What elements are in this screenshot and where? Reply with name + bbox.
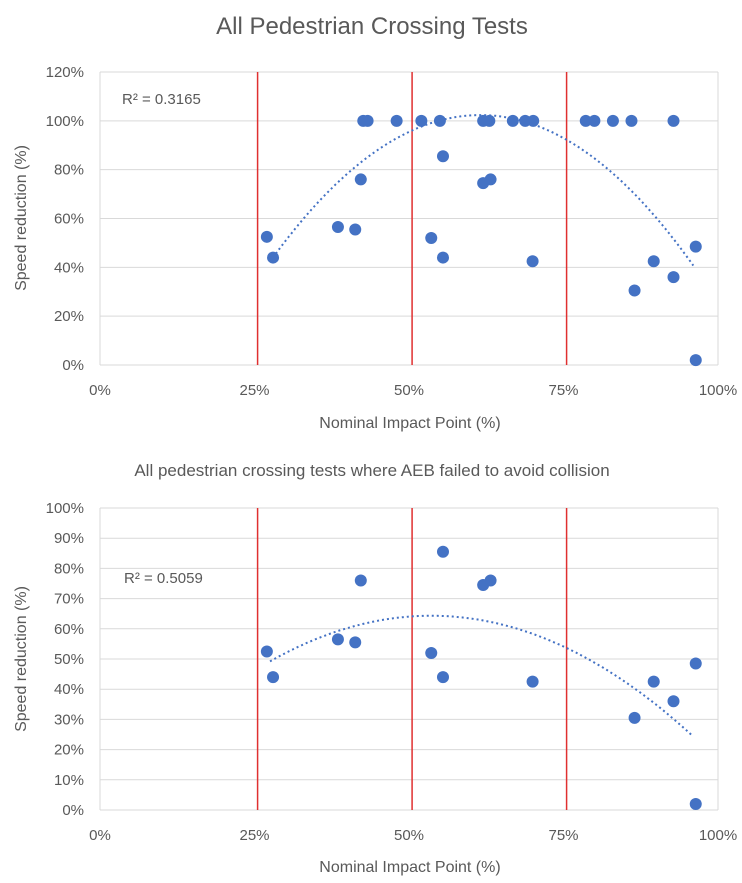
data-point bbox=[436, 545, 449, 558]
data-point bbox=[390, 114, 403, 127]
chart-title: All pedestrian crossing tests where AEB … bbox=[134, 461, 609, 480]
y-tick-label: 40% bbox=[54, 681, 84, 698]
data-point bbox=[667, 271, 680, 284]
x-axis-label: Nominal Impact Point (%) bbox=[319, 859, 500, 876]
y-tick-label: 90% bbox=[54, 530, 84, 547]
data-point bbox=[625, 114, 638, 127]
data-point bbox=[506, 114, 519, 127]
data-point bbox=[526, 675, 539, 688]
data-point bbox=[588, 114, 601, 127]
y-tick-label: 60% bbox=[54, 211, 84, 228]
data-point bbox=[267, 251, 280, 264]
trendline bbox=[269, 614, 694, 738]
data-point bbox=[484, 574, 497, 587]
data-point bbox=[425, 232, 438, 245]
data-point bbox=[689, 240, 702, 253]
x-tick-label: 25% bbox=[239, 382, 269, 399]
data-point bbox=[527, 114, 540, 127]
data-point bbox=[415, 114, 428, 127]
data-point bbox=[667, 114, 680, 127]
y-tick-label: 20% bbox=[54, 308, 84, 325]
x-tick-label: 100% bbox=[699, 827, 737, 844]
data-point bbox=[436, 251, 449, 264]
x-tick-label: 0% bbox=[89, 382, 111, 399]
y-axis-label: Speed reduction (%) bbox=[13, 586, 30, 732]
data-point bbox=[483, 114, 496, 127]
y-tick-label: 80% bbox=[54, 560, 84, 577]
data-point bbox=[647, 255, 660, 268]
x-tick-label: 0% bbox=[89, 827, 111, 844]
data-point bbox=[628, 284, 641, 297]
x-axis-label: Nominal Impact Point (%) bbox=[319, 415, 500, 432]
data-point bbox=[689, 657, 702, 670]
data-point bbox=[267, 671, 280, 684]
data-point bbox=[349, 223, 362, 236]
x-tick-label: 75% bbox=[548, 382, 578, 399]
data-point bbox=[354, 173, 367, 186]
chart-2: All pedestrian crossing tests where AEB … bbox=[13, 461, 737, 876]
y-tick-label: 30% bbox=[54, 711, 84, 728]
y-tick-label: 40% bbox=[54, 259, 84, 276]
data-point bbox=[260, 645, 273, 658]
data-point bbox=[606, 114, 619, 127]
data-point bbox=[331, 633, 344, 646]
chart-1: All Pedestrian Crossing Tests 0% 20% 40% 60%… bbox=[13, 13, 737, 432]
y-tick-label: 60% bbox=[54, 621, 84, 638]
x-tick-label: 100% bbox=[699, 382, 737, 399]
y-tick-label: 70% bbox=[54, 591, 84, 608]
x-tick-label: 75% bbox=[548, 827, 578, 844]
data-point bbox=[628, 711, 641, 724]
data-point bbox=[425, 646, 438, 659]
data-point bbox=[354, 574, 367, 587]
r-squared-label: R² = 0.5059 bbox=[124, 570, 203, 587]
x-tick-label: 50% bbox=[394, 382, 424, 399]
data-point bbox=[331, 221, 344, 234]
data-point bbox=[436, 150, 449, 163]
y-tick-label: 0% bbox=[62, 802, 84, 819]
data-point bbox=[579, 114, 592, 127]
y-tick-label: 100% bbox=[46, 113, 84, 130]
x-tick-label: 25% bbox=[239, 827, 269, 844]
data-point bbox=[361, 114, 374, 127]
data-point bbox=[433, 114, 446, 127]
y-tick-label: 20% bbox=[54, 742, 84, 759]
data-point bbox=[647, 675, 660, 688]
x-tick-label: 50% bbox=[394, 827, 424, 844]
data-point bbox=[667, 695, 680, 708]
y-tick-label: 120% bbox=[46, 64, 84, 81]
data-point bbox=[349, 636, 362, 649]
chart-title: All Pedestrian Crossing Tests bbox=[216, 13, 528, 40]
data-point bbox=[260, 230, 273, 243]
data-point bbox=[689, 354, 702, 367]
y-tick-label: 50% bbox=[54, 651, 84, 668]
y-tick-label: 80% bbox=[54, 162, 84, 179]
r-squared-label: R² = 0.3165 bbox=[122, 91, 201, 108]
y-tick-label: 10% bbox=[54, 772, 84, 789]
data-point bbox=[526, 255, 539, 268]
data-point bbox=[484, 173, 497, 186]
data-point bbox=[689, 797, 702, 810]
data-point bbox=[436, 671, 449, 684]
y-tick-label: 0% bbox=[62, 357, 84, 374]
y-tick-label: 100% bbox=[46, 500, 84, 517]
y-axis-label: Speed reduction (%) bbox=[13, 145, 30, 291]
